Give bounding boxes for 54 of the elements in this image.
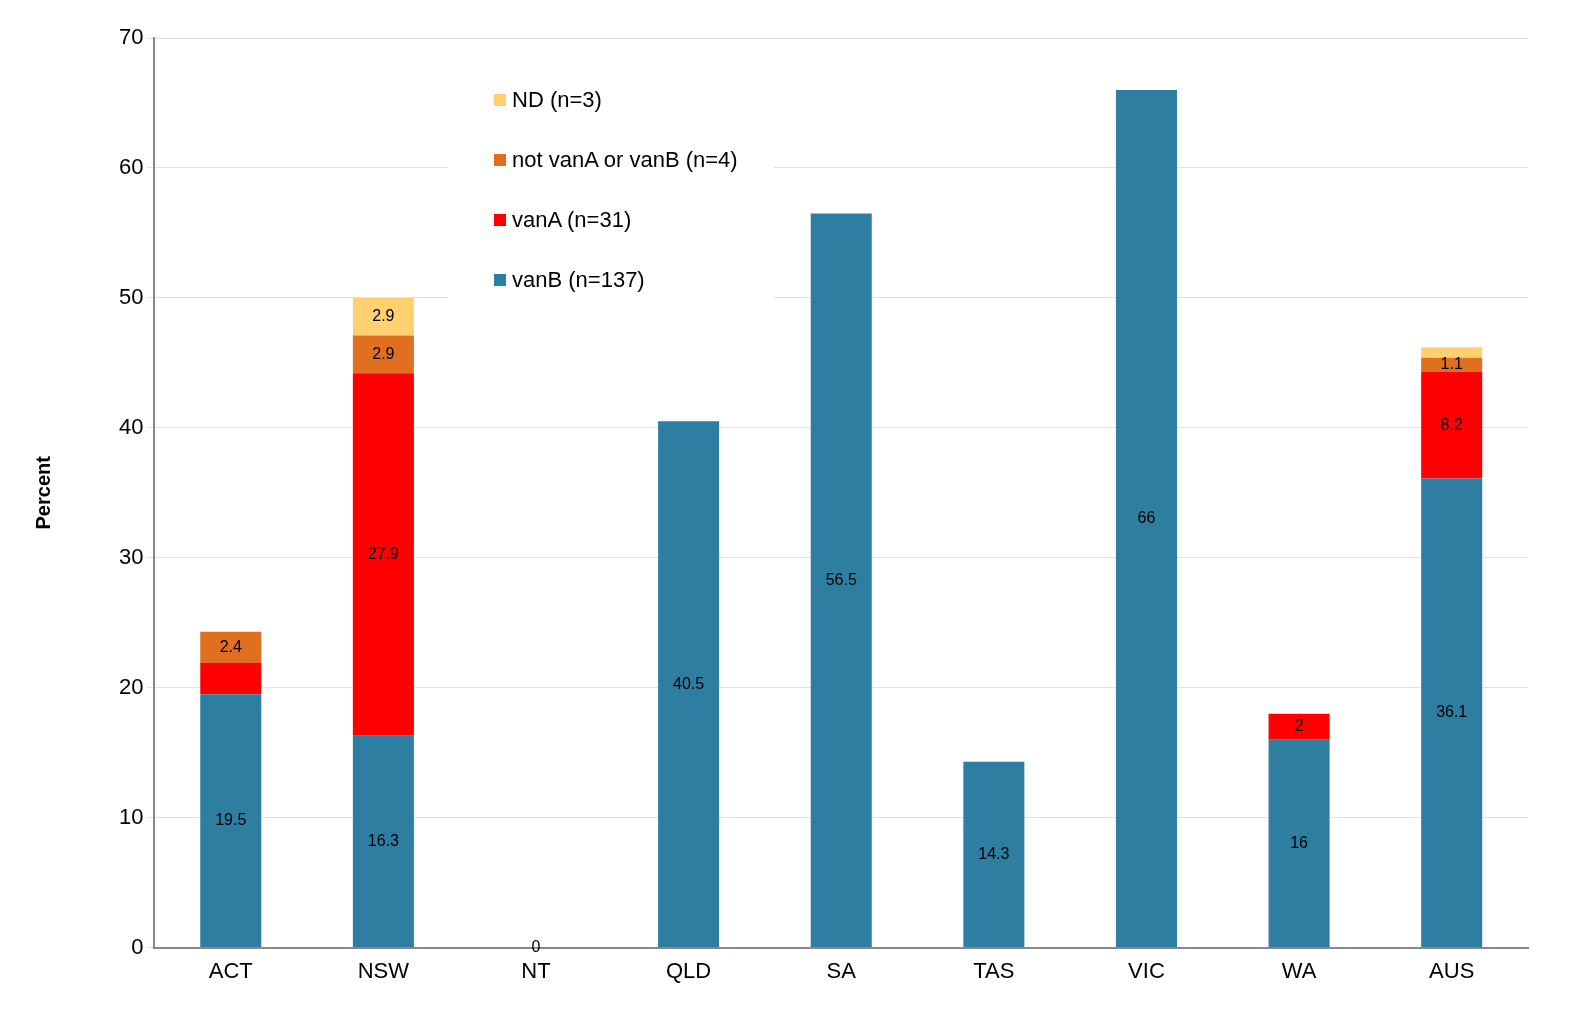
- data-label: 8.2: [1440, 415, 1463, 433]
- x-tick-label: QLD: [666, 957, 712, 983]
- x-tick-label: NSW: [357, 957, 410, 983]
- y-tick-label: 30: [118, 543, 144, 569]
- y-axis-title: Percent: [31, 455, 54, 530]
- data-label: 16.3: [367, 831, 400, 849]
- bar: [1421, 478, 1483, 948]
- y-tick-label: 70: [118, 24, 144, 50]
- data-label: 16: [1290, 833, 1309, 851]
- data-label: 19.5: [215, 811, 247, 829]
- data-label: 1.1: [1440, 355, 1463, 373]
- legend-label: ND (n=3): [512, 87, 602, 113]
- x-tick-label: VIC: [1128, 957, 1165, 983]
- legend-label: vanB (n=137): [512, 267, 645, 293]
- data-label: 66: [1137, 508, 1156, 526]
- y-tick-label: 60: [118, 154, 144, 180]
- x-tick-label: SA: [826, 957, 857, 983]
- bar: [1421, 347, 1483, 358]
- x-tick-label: WA: [1281, 957, 1317, 983]
- bar: [200, 631, 262, 664]
- bar: [352, 373, 414, 736]
- data-label: 2: [1294, 717, 1304, 735]
- y-tick-label: 50: [118, 283, 144, 309]
- y-tick-label: 20: [118, 673, 144, 699]
- data-label: 56.5: [825, 570, 857, 588]
- x-tick-label: ACT: [208, 957, 253, 983]
- data-label: 36.1: [1436, 703, 1468, 721]
- data-label: 27.9: [367, 544, 400, 562]
- y-tick-label: 0: [131, 933, 144, 959]
- bar: [658, 421, 720, 948]
- bar: [352, 297, 414, 336]
- bar: [810, 213, 872, 948]
- bar: [200, 694, 262, 948]
- y-tick-label: 40: [118, 413, 144, 439]
- bar: [1421, 371, 1483, 479]
- data-label: 0: [531, 938, 541, 956]
- bar: [1115, 89, 1177, 948]
- data-label: 2.9: [372, 307, 395, 325]
- data-label: 40.5: [673, 674, 705, 692]
- legend-label: vanA (n=31): [512, 207, 632, 233]
- bar: [352, 735, 414, 948]
- bar: [963, 761, 1025, 948]
- x-tick-label: TAS: [973, 957, 1015, 983]
- bar: [1268, 739, 1330, 948]
- y-tick-label: 10: [118, 803, 144, 829]
- legend-label: not vanA or vanB (n=4): [512, 147, 738, 173]
- x-tick-label: NT: [521, 957, 551, 983]
- data-label: 2.9: [372, 344, 395, 362]
- bar: [1268, 713, 1330, 740]
- bar: [352, 335, 414, 374]
- x-tick-label: AUS: [1429, 957, 1475, 983]
- bar: [200, 663, 262, 695]
- data-label: 2.4: [219, 637, 242, 655]
- data-label: 14.3: [978, 844, 1010, 862]
